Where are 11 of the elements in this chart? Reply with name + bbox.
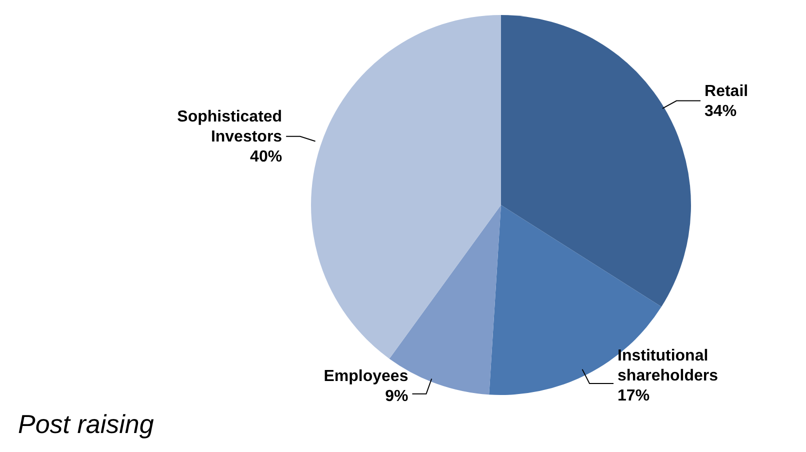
slice-label: Institutional shareholders [618,348,718,385]
slice-label: Employees [324,368,408,385]
data-label: 9% [385,388,408,405]
data-label: 34% [704,102,737,120]
data-label: 40% [250,148,282,166]
data-label: 17% [618,388,650,405]
slice-label: Sophisticated Investors [177,108,282,146]
slice-label: Retail [704,82,748,100]
pie-slice [501,15,691,307]
text: Post raising [18,409,154,440]
pie-slice [311,15,501,359]
